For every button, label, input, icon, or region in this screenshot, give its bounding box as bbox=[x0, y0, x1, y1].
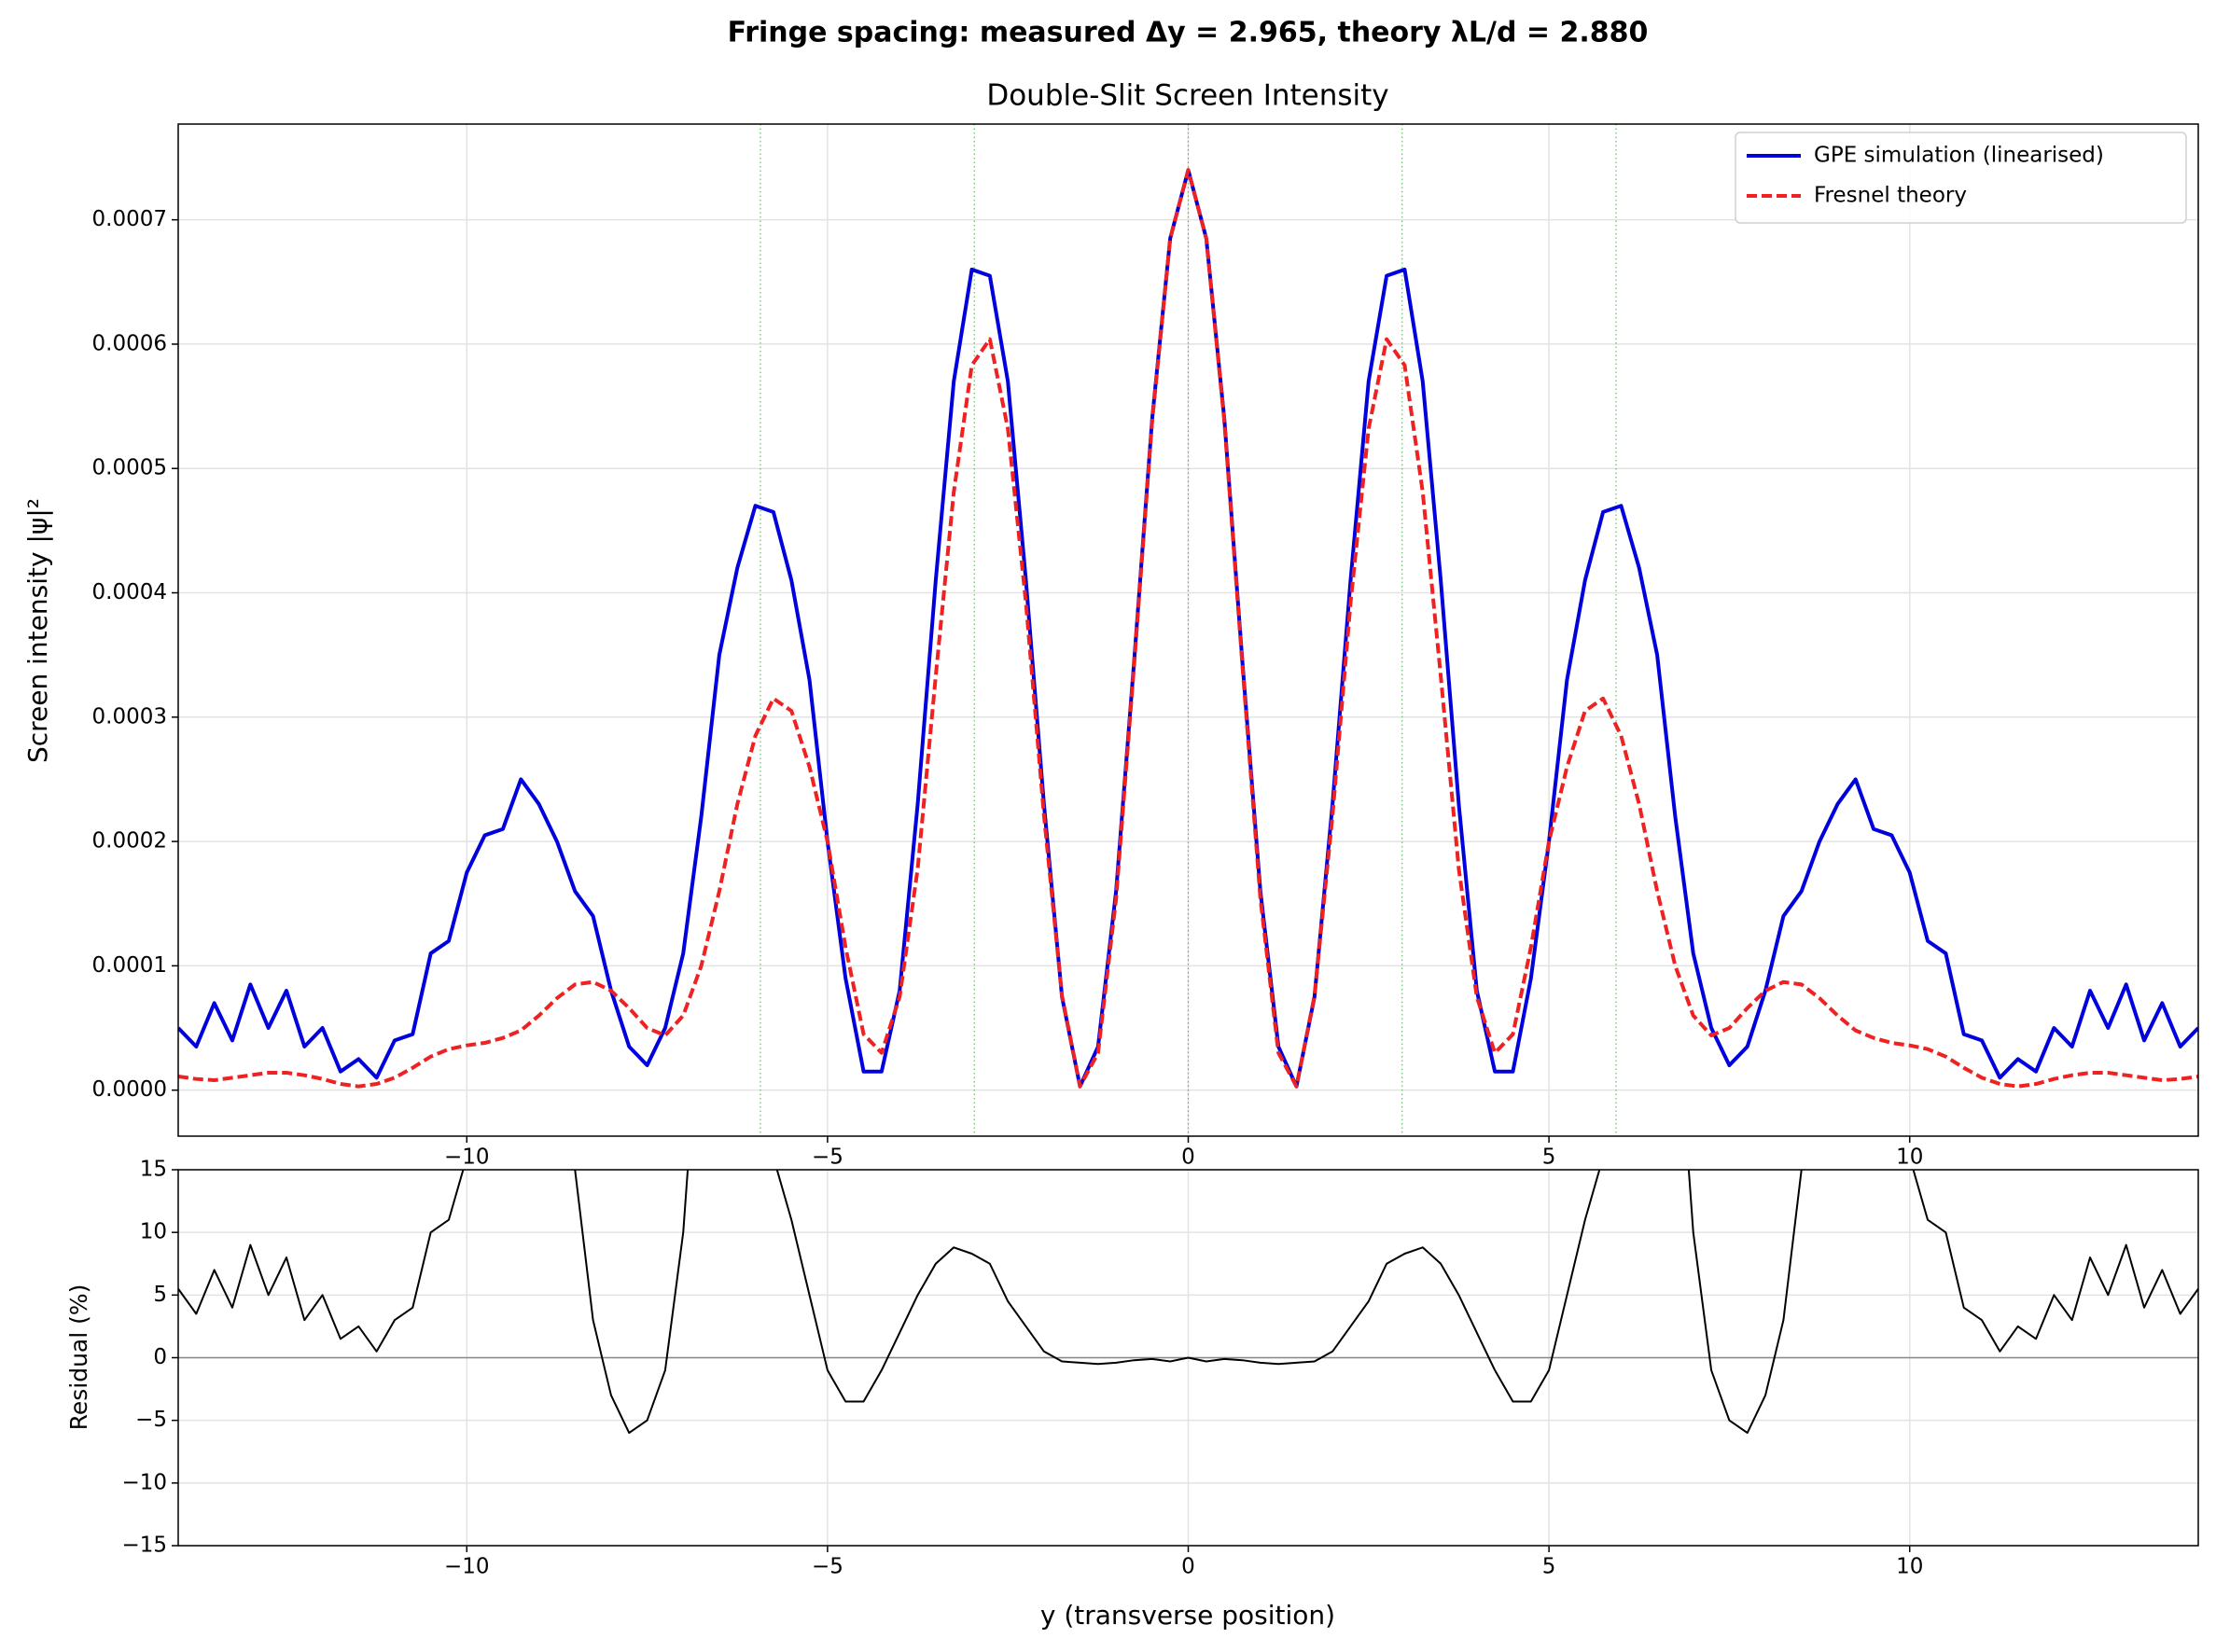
plot-area bbox=[178, 1170, 2198, 1435]
x-axis-label: y (transverse position) bbox=[1040, 1600, 1335, 1631]
y-tick-label: 0.0007 bbox=[92, 207, 167, 231]
legend-label: GPE simulation (linearised) bbox=[1814, 144, 2104, 168]
y-tick-label: −10 bbox=[121, 1470, 167, 1494]
y-tick-label: 0.0003 bbox=[92, 704, 167, 729]
y-tick-label: 0.0001 bbox=[92, 953, 167, 978]
y-tick-label: 0 bbox=[153, 1345, 167, 1369]
y-tick-label: 10 bbox=[140, 1220, 167, 1244]
x-tick-label: 10 bbox=[1896, 1555, 1923, 1579]
plot-area bbox=[178, 124, 2198, 1136]
y-tick-label: 0.0005 bbox=[92, 456, 167, 480]
y-tick-label: 5 bbox=[153, 1283, 167, 1307]
axes-frame bbox=[177, 1169, 2199, 1547]
y-tick-label: 0.0002 bbox=[92, 829, 167, 854]
y-axis-label: Screen intensity |ψ|² bbox=[22, 498, 53, 763]
x-tick-label: −10 bbox=[444, 1555, 490, 1579]
y-tick-label: 15 bbox=[140, 1158, 167, 1182]
x-tick-label: 5 bbox=[1542, 1555, 1556, 1579]
data-line bbox=[178, 1170, 2198, 1435]
y-tick-label: 0.0006 bbox=[92, 331, 167, 355]
x-tick-label: 10 bbox=[1896, 1145, 1923, 1170]
y-tick-label: 0.0000 bbox=[92, 1077, 167, 1102]
axes-title: Double-Slit Screen Intensity bbox=[986, 79, 1388, 113]
x-tick-label: −5 bbox=[812, 1555, 843, 1579]
suptitle: Fringe spacing: measured Δy = 2.965, the… bbox=[728, 17, 1649, 49]
legend-box bbox=[1735, 132, 2187, 224]
data-line bbox=[178, 168, 2198, 1089]
x-tick-label: −5 bbox=[812, 1145, 843, 1170]
x-tick-label: 0 bbox=[1181, 1555, 1195, 1579]
axes-frame bbox=[177, 123, 2199, 1137]
y-tick-label: 0.0004 bbox=[92, 580, 167, 604]
x-tick-label: 0 bbox=[1181, 1145, 1195, 1170]
x-tick-label: 5 bbox=[1542, 1145, 1556, 1170]
y-tick-label: −5 bbox=[135, 1408, 167, 1432]
x-tick-label: −10 bbox=[444, 1145, 490, 1170]
y-axis-label: Residual (%) bbox=[65, 1284, 92, 1431]
legend-label: Fresnel theory bbox=[1814, 184, 1967, 208]
y-tick-label: −15 bbox=[121, 1534, 167, 1558]
